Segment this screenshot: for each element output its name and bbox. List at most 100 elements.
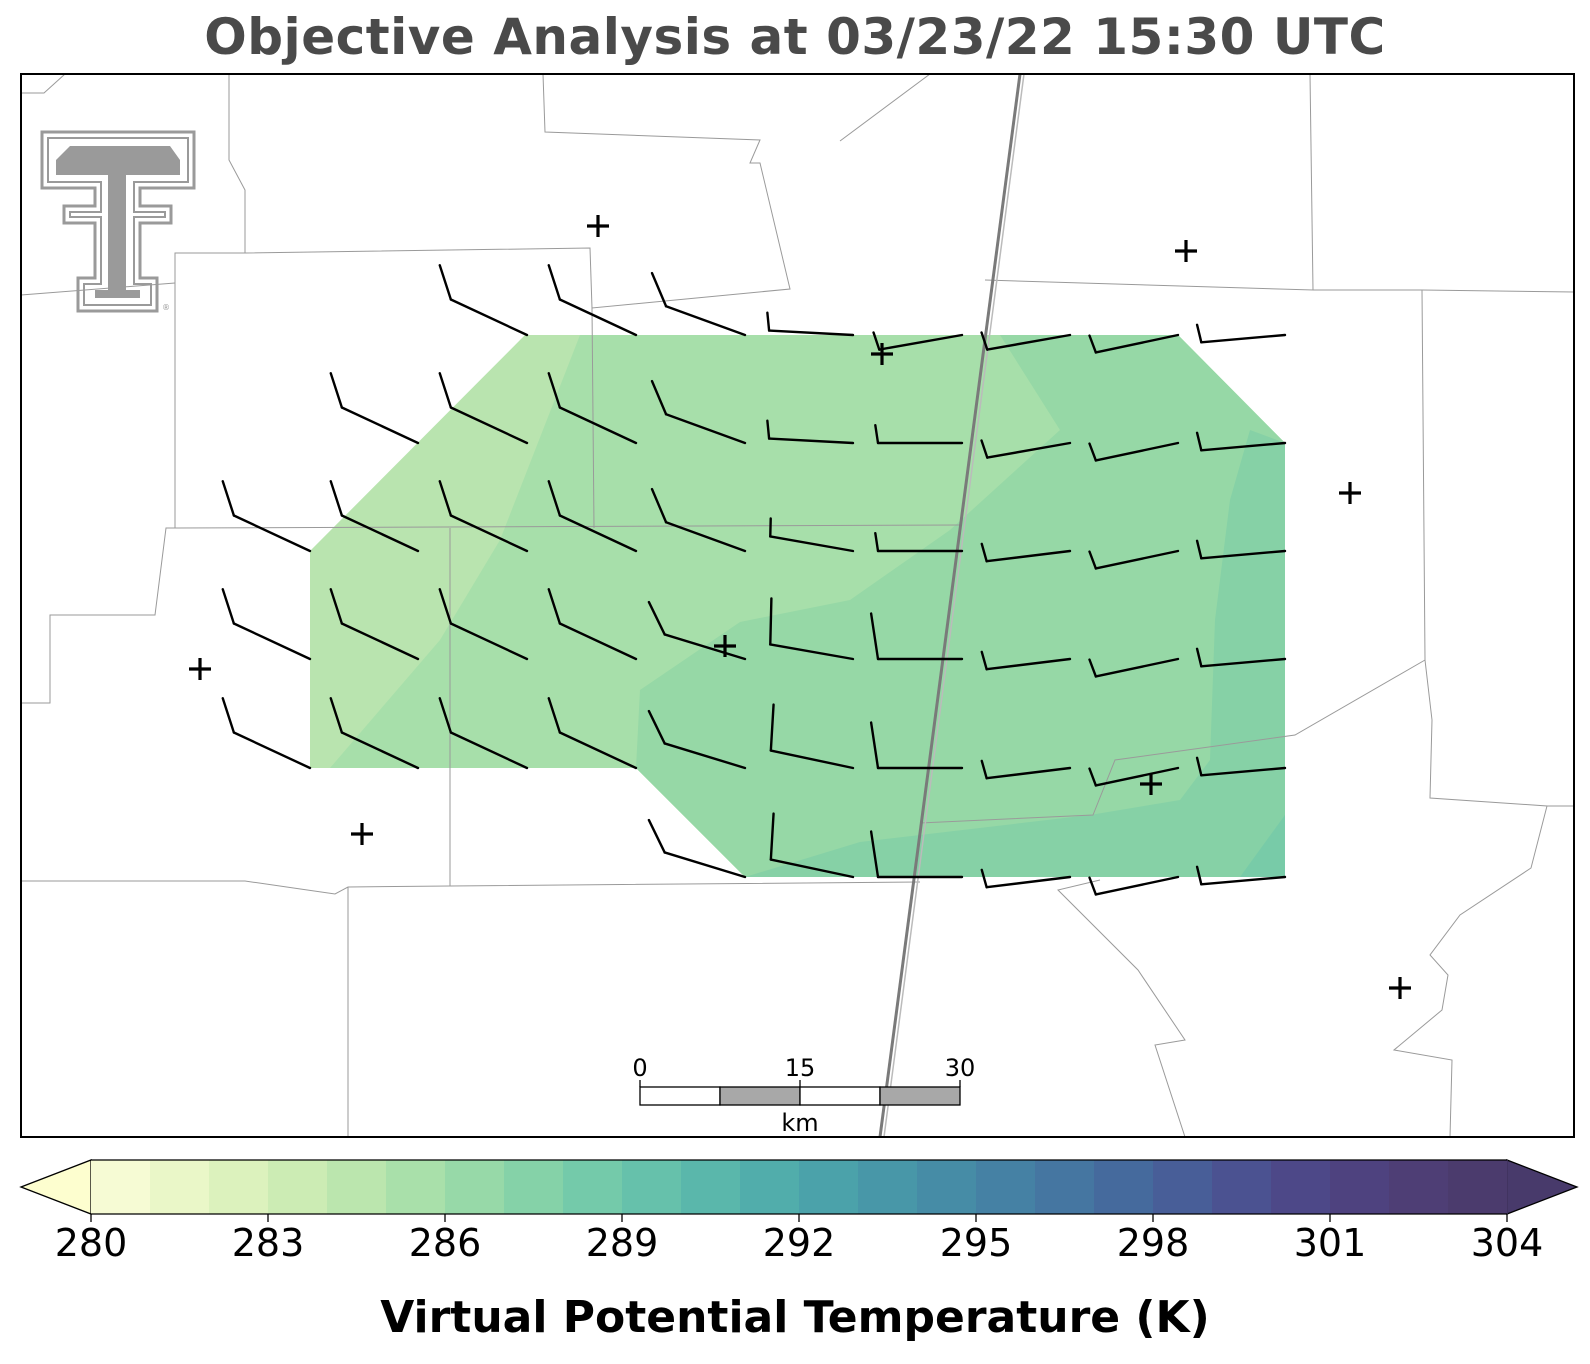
colorbar-label: Virtual Potential Temperature (K) <box>380 1292 1210 1343</box>
wind-barb <box>980 439 1072 459</box>
wind-barb <box>769 597 855 661</box>
wind-barb <box>221 588 312 661</box>
colorbar-tick-label: 283 <box>232 1221 305 1265</box>
colorbar-tick-label: 301 <box>1294 1221 1367 1265</box>
wind-barb <box>980 331 1072 351</box>
wind-barb <box>1195 865 1287 886</box>
colorbar-swatch <box>1330 1160 1390 1214</box>
colorbar-swatch <box>1271 1160 1331 1214</box>
colorbar-swatch <box>563 1160 623 1214</box>
wind-barb <box>438 264 529 337</box>
wind-barb <box>329 480 420 553</box>
texas-tech-double-t-logo: ® <box>40 130 196 313</box>
wind-barb <box>766 311 855 337</box>
colorbar-swatch <box>150 1160 210 1214</box>
colorbar-swatch <box>1389 1160 1449 1214</box>
wind-barb <box>1195 431 1287 452</box>
wind-barb <box>1088 766 1180 787</box>
wind-barb <box>869 830 964 879</box>
wind-barb <box>769 703 855 770</box>
wind-barb <box>1088 549 1180 570</box>
colorbar-tick-label: 295 <box>940 1221 1013 1265</box>
wind-barb <box>869 612 964 661</box>
wind-barb <box>874 532 964 553</box>
wind-barb <box>647 818 747 879</box>
wind-barb <box>547 588 638 661</box>
colorbar: 280 283 286 289 292 295 298 301 304 <box>19 1159 1579 1265</box>
station-markers <box>189 215 1411 999</box>
wind-barb <box>221 697 312 770</box>
wind-barb <box>650 487 747 553</box>
colorbar-swatch <box>1448 1160 1508 1214</box>
colorbar-swatch <box>1035 1160 1095 1214</box>
wind-barb <box>980 759 1072 780</box>
wind-barb <box>1195 756 1287 777</box>
colorbar-swatch <box>209 1160 269 1214</box>
wind-barb <box>547 480 638 553</box>
wind-barbs <box>221 264 1287 896</box>
colorbar-extend-high <box>1506 1159 1579 1215</box>
colorbar-swatch <box>327 1160 387 1214</box>
wind-barb <box>1088 875 1180 896</box>
wind-barb <box>438 480 529 553</box>
svg-text:®: ® <box>162 303 170 312</box>
colorbar-swatch <box>91 1160 151 1214</box>
highway <box>878 74 1025 1137</box>
wind-barb <box>874 424 964 445</box>
colorbar-swatch <box>1094 1160 1154 1214</box>
wind-barb <box>1088 333 1180 354</box>
wind-barb <box>650 379 747 445</box>
colorbar-extend-low <box>19 1159 92 1215</box>
colorbar-tick-label: 304 <box>1471 1221 1544 1265</box>
wind-barb <box>547 264 638 337</box>
wind-barb <box>438 697 529 770</box>
wind-barb <box>980 542 1072 563</box>
scale-unit: km <box>781 1109 818 1137</box>
colorbar-tick-label: 286 <box>409 1221 482 1265</box>
wind-barb <box>766 419 855 445</box>
colorbar-swatch <box>1153 1160 1213 1214</box>
county-boundaries <box>21 74 1574 1137</box>
colorbar-swatch <box>445 1160 505 1214</box>
wind-barb <box>980 650 1072 671</box>
wind-barb <box>1195 323 1287 344</box>
wind-barb <box>1195 539 1287 560</box>
colorbar-swatch <box>386 1160 446 1214</box>
wind-barb <box>221 480 312 553</box>
colorbar-tick-label: 292 <box>763 1221 836 1265</box>
colorbar-tick-label: 289 <box>586 1221 659 1265</box>
wind-barb <box>1088 657 1180 678</box>
colorbar-swatch <box>917 1160 977 1214</box>
wind-barb <box>769 517 855 553</box>
scale-tick-0: 0 <box>632 1054 647 1082</box>
wind-barb <box>547 697 638 770</box>
analysis-field <box>310 335 1285 877</box>
wind-barb <box>438 588 529 661</box>
colorbar-tick-label: 280 <box>55 1221 128 1265</box>
colorbar-swatch <box>681 1160 741 1214</box>
colorbar-swatch <box>268 1160 328 1214</box>
wind-barb <box>438 372 529 445</box>
map-panel: ® 0 15 30 km 280 283 286 289 292 295 298 301 304 <box>19 73 1579 1265</box>
wind-barb <box>329 697 420 770</box>
wind-barb <box>647 709 747 770</box>
scale-tick-15: 15 <box>785 1054 816 1082</box>
wind-barb <box>980 868 1072 889</box>
colorbar-swatch <box>976 1160 1036 1214</box>
wind-barb <box>769 812 855 879</box>
wind-barb <box>872 331 964 351</box>
colorbar-swatch <box>504 1160 564 1214</box>
wind-barb <box>650 271 747 337</box>
colorbar-swatch <box>622 1160 682 1214</box>
scale-bar: 0 15 30 km <box>632 1054 975 1137</box>
wind-barb <box>329 588 420 661</box>
wind-barb <box>869 721 964 770</box>
colorbar-swatch <box>1212 1160 1272 1214</box>
map-title: Objective Analysis at 03/23/22 15:30 UTC <box>204 8 1386 66</box>
colorbar-swatch <box>740 1160 800 1214</box>
wind-barb <box>647 600 747 661</box>
colorbar-swatch <box>858 1160 918 1214</box>
colorbar-swatch <box>799 1160 859 1214</box>
wind-barb <box>1195 647 1287 668</box>
wind-barb <box>1088 441 1180 462</box>
